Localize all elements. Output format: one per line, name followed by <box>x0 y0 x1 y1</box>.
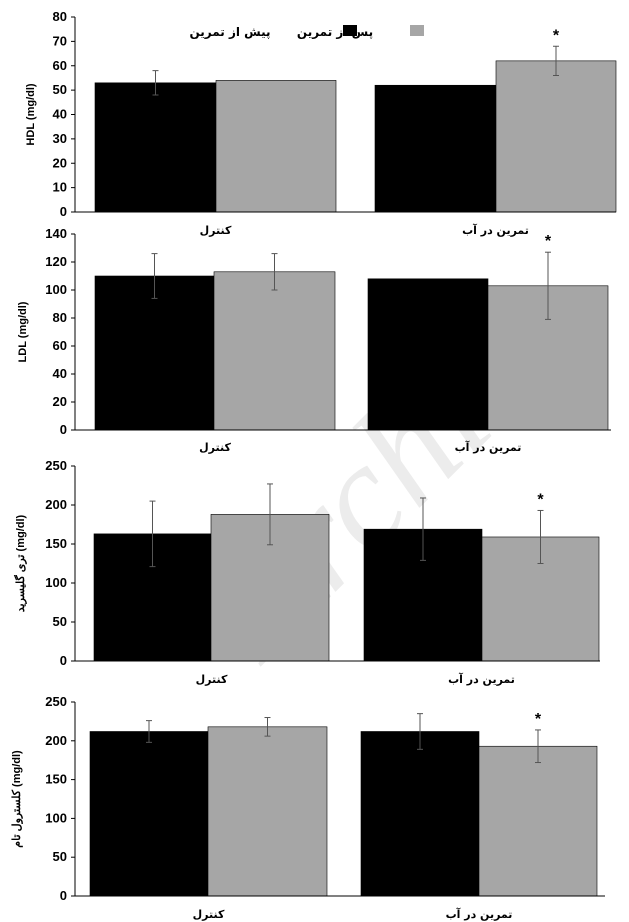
y-axis-label: HDL (mg/dl) <box>25 83 37 145</box>
legend-label-pre: پیش از تمرین <box>189 25 270 39</box>
y-tick-label: 50 <box>53 614 67 629</box>
y-tick-label: 50 <box>53 82 67 97</box>
bar-pre-1 <box>94 82 217 213</box>
x-category-label: کنترل <box>200 224 232 237</box>
bar-pre-2 <box>360 731 480 897</box>
y-tick-label: 120 <box>45 254 67 269</box>
y-tick-label: 80 <box>53 9 67 24</box>
y-tick-label: 150 <box>45 536 67 551</box>
significance-marker: * <box>553 27 560 44</box>
y-tick-label: 200 <box>45 497 67 512</box>
y-tick-label: 200 <box>45 733 67 748</box>
y-tick-label: 250 <box>45 694 67 709</box>
y-tick-label: 60 <box>53 338 67 353</box>
y-tick-label: 80 <box>53 310 67 325</box>
x-category-label: کنترل <box>196 673 228 686</box>
y-tick-label: 0 <box>60 653 67 668</box>
x-category-label: تمرین در آب <box>446 907 513 921</box>
x-category-label: کنترل <box>193 908 225 921</box>
y-tick-label: 0 <box>60 422 67 437</box>
bar-post-2 <box>478 745 598 897</box>
x-category-label: کنترل <box>199 441 231 454</box>
bar-post-1 <box>207 726 328 897</box>
bar-pre-1 <box>89 731 209 897</box>
y-tick-label: 100 <box>45 810 67 825</box>
y-tick-label: 40 <box>53 366 67 381</box>
y-tick-label: 100 <box>45 282 67 297</box>
x-category-label: تمرین در آب <box>448 672 515 686</box>
y-axis-label: LDL (mg/dl) <box>17 301 29 362</box>
significance-marker: * <box>535 711 542 728</box>
y-tick-label: 250 <box>45 458 67 473</box>
chart-panel-3: * 0 50 100 150 200 250 کنترل تمرین در آب تری گلیس… <box>13 458 600 686</box>
y-tick-label: 70 <box>53 33 67 48</box>
y-tick-label: 150 <box>45 772 67 787</box>
bar-pre-1 <box>94 275 215 431</box>
bar-post-1 <box>213 271 336 431</box>
x-category-label: تمرین در آب <box>462 223 529 237</box>
y-tick-label: 0 <box>60 888 67 903</box>
y-axis-label: تری گلیسرید (mg/dl) <box>13 514 27 612</box>
y-tick-label: 20 <box>53 394 67 409</box>
significance-marker: * <box>545 233 552 250</box>
y-tick-label: 30 <box>53 131 67 146</box>
bar-post-2 <box>495 60 617 213</box>
legend-swatch-post <box>410 25 424 36</box>
bar-post-1 <box>215 80 337 213</box>
y-tick-label: 50 <box>53 849 67 864</box>
chart-panel-2: * 0 20 40 60 80 100 120 140 کنترل تمرین در آب LDL (… <box>17 226 611 454</box>
y-axis-label: کلسترول تام (mg/dl) <box>11 750 23 848</box>
bar-pre-2 <box>367 278 489 431</box>
y-tick-label: 100 <box>45 575 67 590</box>
x-category-label: تمرین در آب <box>455 440 522 454</box>
y-tick-label: 10 <box>53 180 67 195</box>
legend-swatch-pre <box>343 25 357 36</box>
y-tick-label: 20 <box>53 155 67 170</box>
legend: پیش از تمرین پس از تمرین <box>189 25 424 39</box>
chart-panel-4: * 0 50 100 150 200 250 کنترل تمرین در آب کلسترول … <box>11 694 605 921</box>
y-tick-label: 60 <box>53 58 67 73</box>
chart-panel-1: * 0 10 20 30 40 50 60 70 80 کنترل تمرین در آب HDL (m… <box>25 9 617 237</box>
legend-label-post: پس از تمرین <box>297 25 373 39</box>
y-tick-label: 40 <box>53 107 67 122</box>
y-tick-label: 140 <box>45 226 67 241</box>
y-tick-label: 0 <box>60 204 67 219</box>
bar-pre-2 <box>374 84 497 213</box>
significance-marker: * <box>537 491 544 508</box>
